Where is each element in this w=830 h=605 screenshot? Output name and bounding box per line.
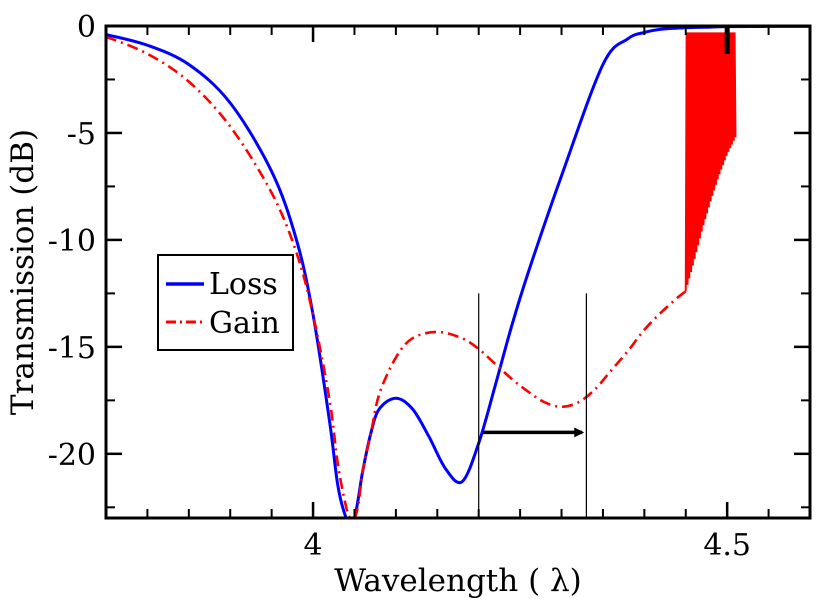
legend-label-loss: Loss (209, 267, 278, 302)
gain-oscillation-band (684, 32, 737, 292)
plot-frame (104, 24, 812, 520)
y-tick-label: 0 (77, 10, 96, 45)
legend-label-gain: Gain (209, 306, 280, 341)
y-tick-label: -5 (67, 117, 96, 152)
y-tick-label: -15 (48, 331, 96, 366)
legend: Loss Gain (157, 254, 294, 351)
plot-area: 4 4.5 0 -5 -10 -15 -20 (48, 10, 812, 563)
y-axis-label: Transmission (dB) (5, 129, 41, 415)
x-tick-label: 4.5 (703, 528, 751, 563)
x-axis-label: Wavelength ( λ) (334, 563, 582, 599)
y-tick-label: -10 (48, 224, 96, 259)
x-tick-label: 4 (304, 528, 323, 563)
y-tick-label: -20 (48, 438, 96, 473)
series-line-gain (106, 35, 687, 518)
legend-box (157, 254, 294, 351)
tick-layer: 4 4.5 0 -5 -10 -15 -20 (48, 10, 810, 563)
